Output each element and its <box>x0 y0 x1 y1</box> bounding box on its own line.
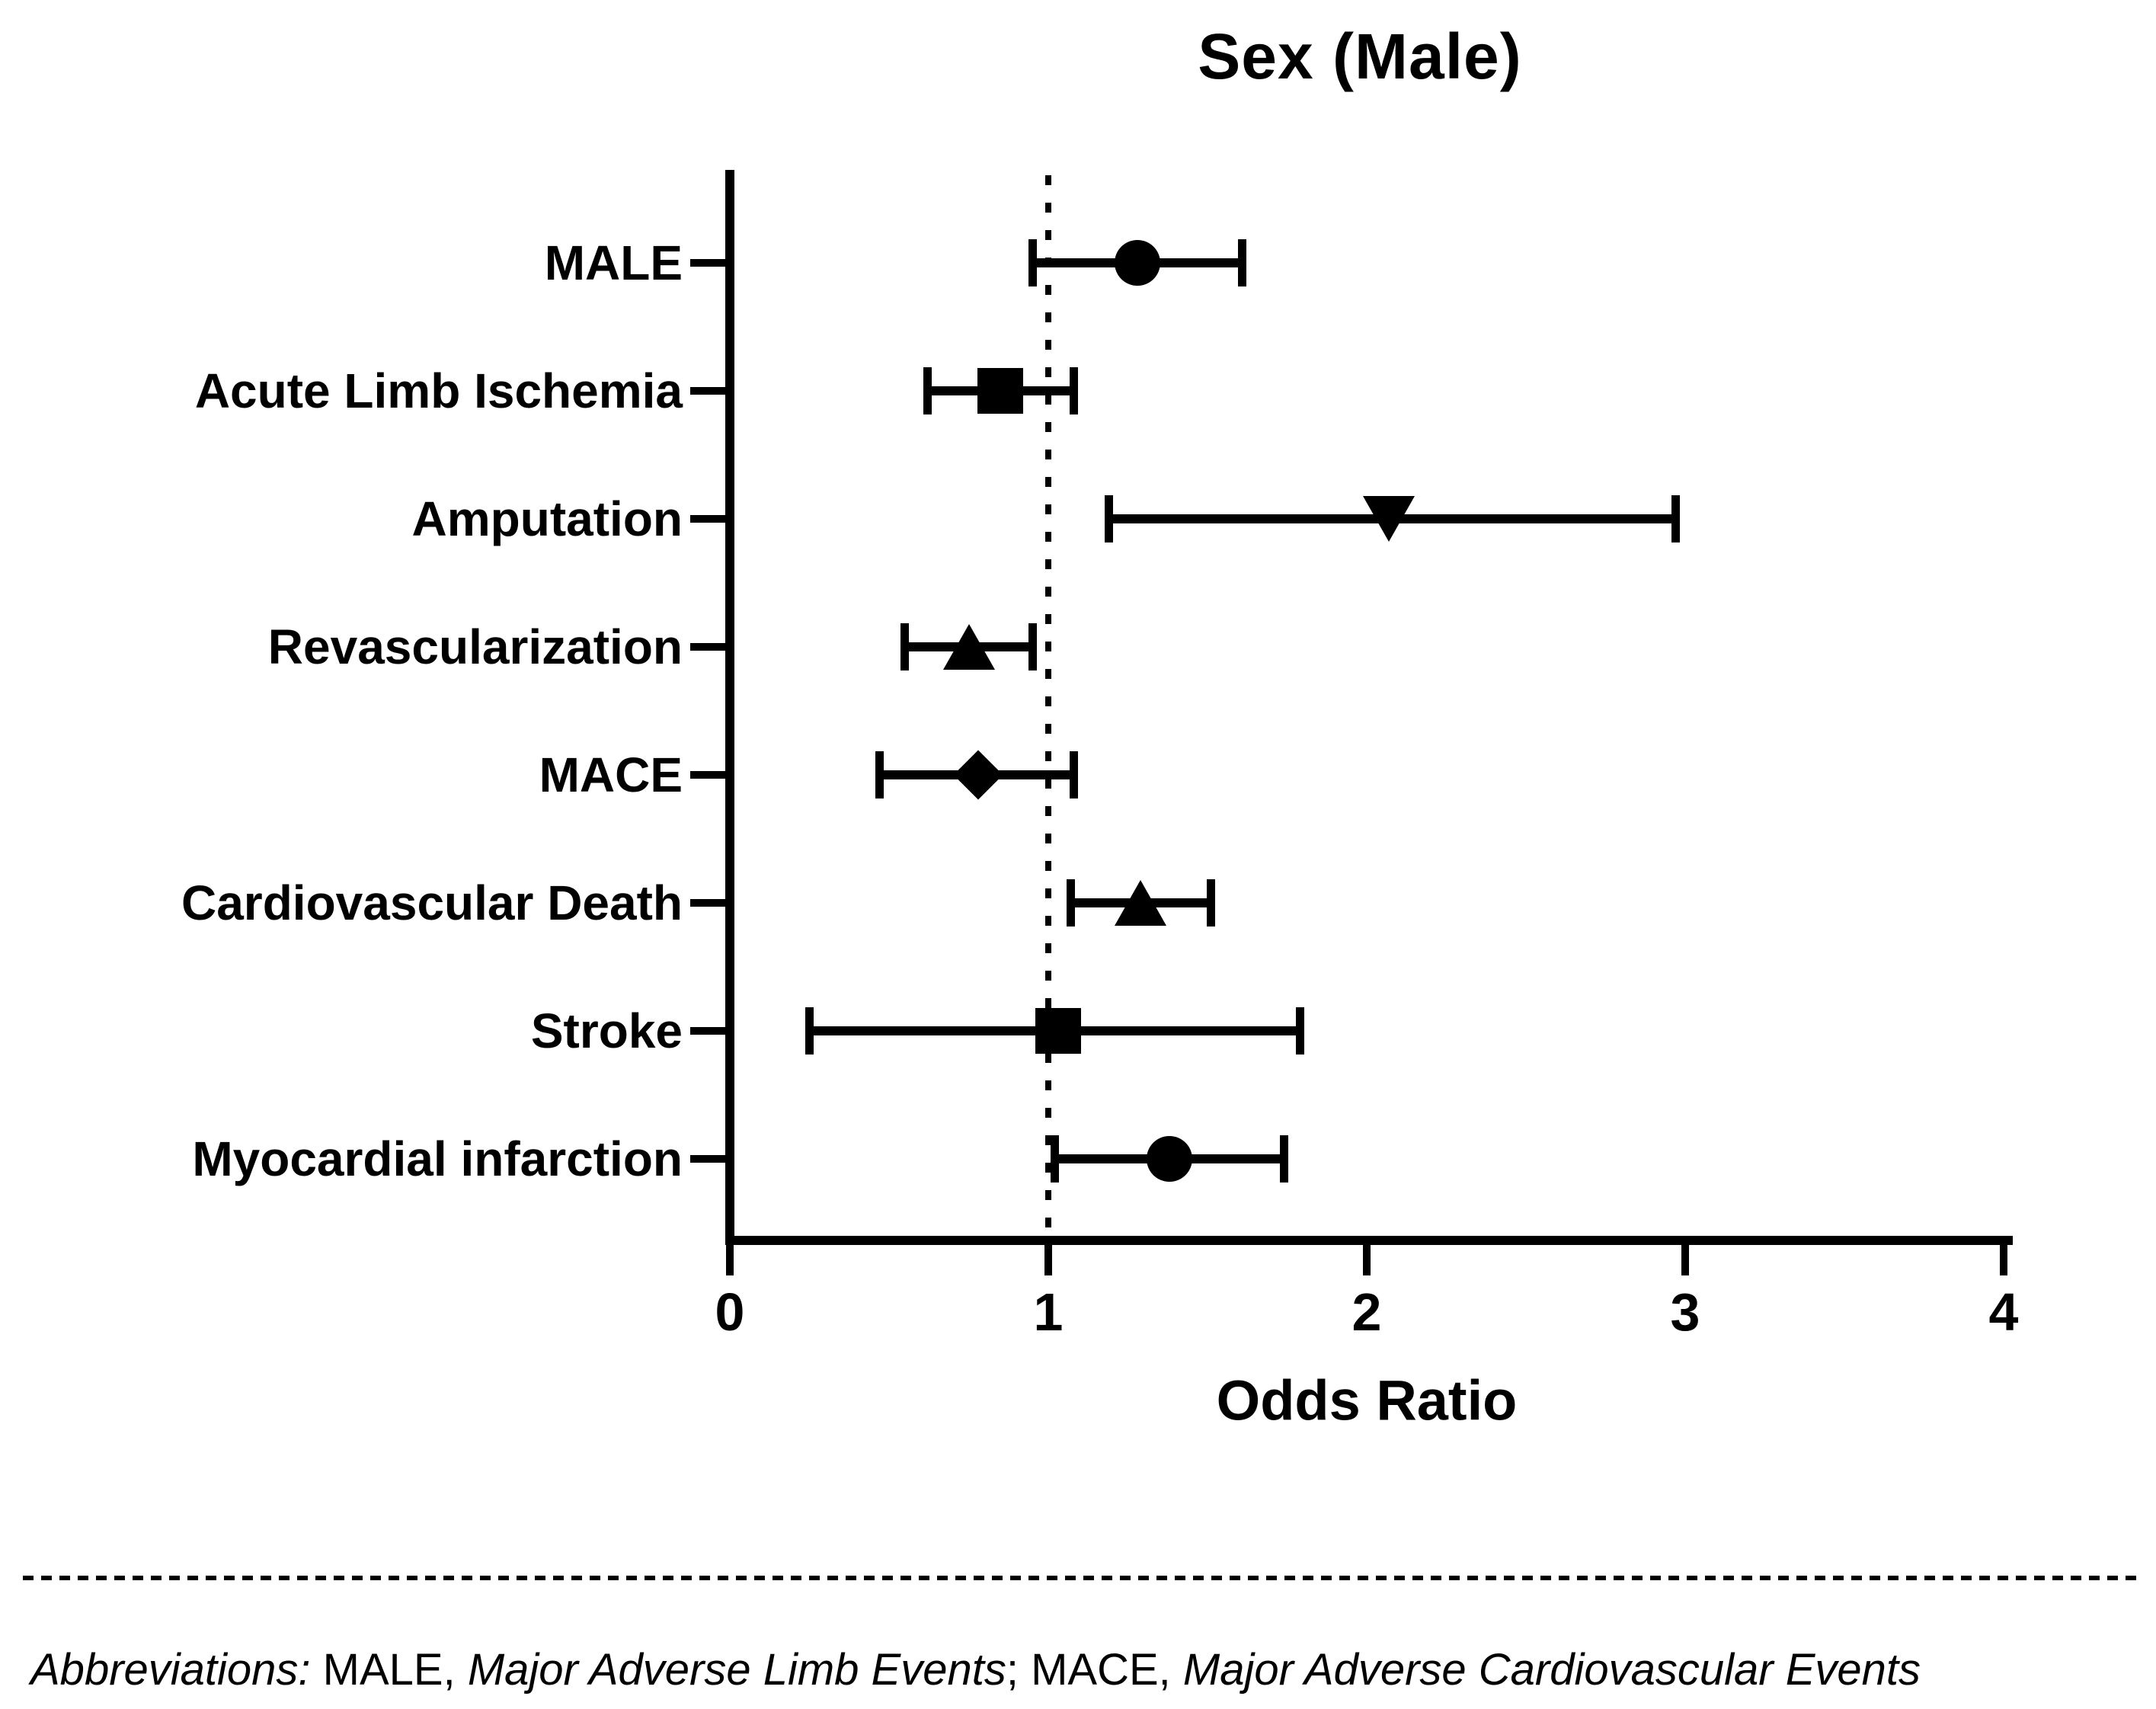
x-tick-label: 3 <box>1670 1282 1700 1342</box>
row-label: MACE <box>539 747 683 802</box>
abbreviations-footnote: Abbreviations: MALE, Major Adverse Limb … <box>30 1644 1921 1695</box>
x-axis-title: Odds Ratio <box>1216 1368 1518 1432</box>
x-tick-label: 0 <box>715 1282 745 1342</box>
ci-cap-left <box>900 623 910 670</box>
ci-cap-left <box>805 1007 814 1055</box>
row-label: Amputation <box>411 491 683 546</box>
marker-circle <box>1115 240 1161 286</box>
row-tick-mark <box>690 1027 725 1035</box>
ci-cap-right <box>1206 879 1215 927</box>
row-tick-mark <box>690 1155 725 1163</box>
x-tick-mark <box>1044 1245 1052 1275</box>
row-label: Revascularization <box>267 619 683 674</box>
x-tick-label: 2 <box>1351 1282 1382 1342</box>
ci-cap-left <box>1050 1135 1059 1183</box>
marker-square <box>977 368 1024 414</box>
row-label: MALE <box>544 235 683 290</box>
ci-cap-right <box>1028 623 1037 670</box>
separator-dashed-line <box>23 1576 2142 1580</box>
marker-diamond <box>953 750 1003 800</box>
x-tick-mark <box>1363 1245 1371 1275</box>
reference-line-or-1 <box>1045 175 1051 1236</box>
chart-title: Sex (Male) <box>1198 21 1522 92</box>
marker-triangle-up <box>942 624 995 670</box>
ci-cap-left <box>1028 239 1037 286</box>
ci-cap-right <box>1069 367 1078 414</box>
marker-square <box>1035 1008 1081 1054</box>
ci-cap-left <box>875 751 884 798</box>
row-tick-mark <box>690 771 725 779</box>
row-tick-mark <box>690 899 725 907</box>
footnote-segment: Major Adverse Limb Events <box>467 1645 1006 1695</box>
x-tick-mark <box>2000 1245 2007 1275</box>
row-tick-mark <box>690 387 725 395</box>
marker-triangle-up <box>1115 880 1167 926</box>
row-label: Acute Limb Ischemia <box>194 363 683 418</box>
row-label: Cardiovascular Death <box>181 875 683 930</box>
ci-cap-left <box>923 367 932 414</box>
y-axis-line <box>725 170 734 1245</box>
ci-cap-right <box>1238 239 1247 286</box>
x-tick-label: 1 <box>1033 1282 1064 1342</box>
ci-cap-left <box>1066 879 1075 927</box>
ci-cap-right <box>1279 1135 1288 1183</box>
ci-cap-left <box>1104 495 1113 542</box>
row-tick-mark <box>690 643 725 651</box>
row-tick-mark <box>690 259 725 267</box>
row-label: Myocardial infarction <box>192 1131 683 1186</box>
row-tick-mark <box>690 515 725 523</box>
row-label: Stroke <box>530 1003 683 1058</box>
footnote-segment: MALE, <box>310 1645 468 1695</box>
ci-cap-right <box>1295 1007 1304 1055</box>
x-tick-label: 4 <box>1988 1282 2019 1342</box>
x-tick-mark <box>726 1245 734 1275</box>
ci-cap-right <box>1069 751 1078 798</box>
x-tick-mark <box>1681 1245 1689 1275</box>
marker-circle <box>1146 1136 1192 1182</box>
ci-cap-right <box>1671 495 1680 542</box>
marker-triangle-down <box>1363 496 1415 542</box>
footnote-segment: Major Adverse Cardiovascular Events <box>1182 1645 1921 1695</box>
footnote-segment: Abbreviations: <box>30 1645 311 1695</box>
footnote-segment: ; MACE, <box>1006 1645 1183 1695</box>
x-axis-line <box>725 1236 2013 1245</box>
